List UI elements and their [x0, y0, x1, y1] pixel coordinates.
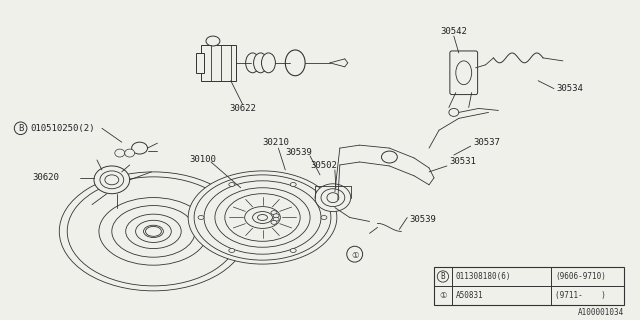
Bar [434, 267, 625, 305]
Ellipse shape [125, 149, 134, 157]
Text: 30537: 30537 [474, 138, 500, 147]
Ellipse shape [273, 214, 279, 218]
Ellipse shape [262, 53, 275, 73]
Ellipse shape [253, 212, 273, 223]
Ellipse shape [225, 194, 300, 241]
Ellipse shape [125, 214, 181, 249]
Text: 30100: 30100 [189, 156, 216, 164]
Ellipse shape [347, 246, 363, 262]
Ellipse shape [321, 215, 327, 220]
Text: B: B [440, 272, 445, 281]
Text: 30534: 30534 [556, 84, 583, 93]
Ellipse shape [148, 228, 159, 235]
Ellipse shape [228, 182, 235, 187]
Ellipse shape [271, 220, 277, 224]
Text: 30539: 30539 [285, 148, 312, 156]
Text: 30620: 30620 [33, 173, 60, 182]
Ellipse shape [198, 215, 204, 220]
Text: 010510250(2): 010510250(2) [31, 124, 95, 133]
Ellipse shape [143, 225, 163, 237]
Text: (9711-    ): (9711- ) [555, 291, 606, 300]
Text: ①: ① [351, 251, 358, 260]
Ellipse shape [257, 214, 268, 220]
FancyBboxPatch shape [196, 53, 204, 73]
Ellipse shape [228, 249, 235, 252]
Ellipse shape [291, 249, 296, 252]
Ellipse shape [244, 207, 280, 228]
Ellipse shape [204, 181, 321, 254]
Ellipse shape [253, 53, 268, 73]
Ellipse shape [100, 171, 124, 189]
Ellipse shape [132, 142, 147, 154]
Ellipse shape [112, 205, 195, 257]
Text: ①: ① [439, 291, 447, 300]
Ellipse shape [60, 172, 248, 291]
Ellipse shape [99, 197, 208, 265]
FancyBboxPatch shape [450, 51, 477, 95]
Text: 011308180(6): 011308180(6) [456, 272, 511, 281]
Ellipse shape [188, 171, 337, 264]
Ellipse shape [215, 188, 310, 247]
Text: A100001034: A100001034 [578, 308, 625, 317]
Text: (9606-9710): (9606-9710) [555, 272, 606, 281]
FancyBboxPatch shape [201, 45, 236, 81]
Text: 30502: 30502 [310, 162, 337, 171]
Ellipse shape [67, 177, 240, 286]
Ellipse shape [246, 53, 260, 73]
Ellipse shape [115, 149, 125, 157]
Ellipse shape [194, 175, 331, 260]
Ellipse shape [145, 227, 161, 236]
Text: 30622: 30622 [229, 104, 256, 113]
Text: 30210: 30210 [262, 138, 289, 147]
Ellipse shape [206, 36, 220, 46]
Ellipse shape [291, 182, 296, 187]
Text: A50831: A50831 [456, 291, 484, 300]
Text: B: B [18, 124, 23, 133]
Ellipse shape [271, 211, 277, 215]
Ellipse shape [381, 151, 397, 163]
Ellipse shape [136, 220, 172, 243]
Text: 30531: 30531 [449, 157, 476, 166]
Ellipse shape [273, 217, 279, 221]
Ellipse shape [321, 189, 345, 207]
Ellipse shape [449, 108, 459, 116]
Ellipse shape [94, 166, 130, 194]
Text: 30542: 30542 [440, 27, 467, 36]
Ellipse shape [327, 193, 339, 203]
Ellipse shape [315, 184, 351, 212]
Ellipse shape [285, 50, 305, 76]
Ellipse shape [105, 175, 119, 185]
Ellipse shape [456, 61, 472, 85]
Text: 30539: 30539 [409, 215, 436, 224]
